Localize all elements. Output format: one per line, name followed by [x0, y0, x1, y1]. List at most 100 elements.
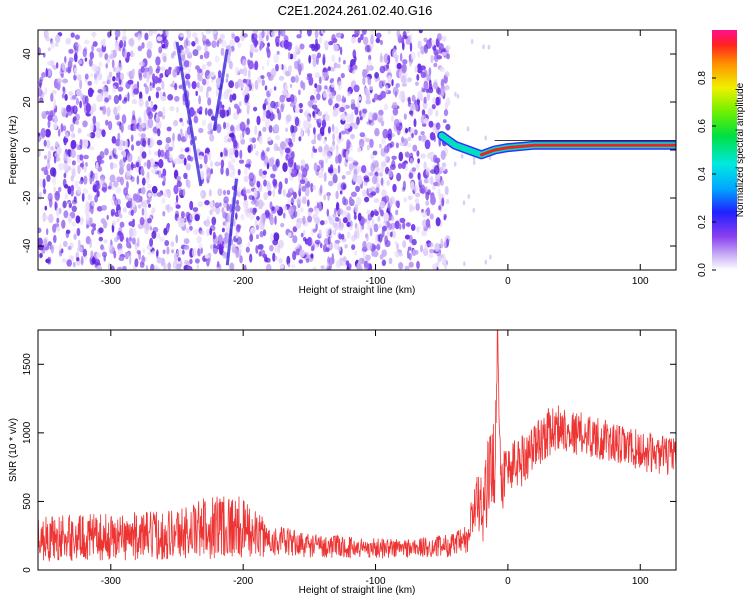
- noise-blob: [141, 151, 147, 159]
- noise-blob: [99, 93, 103, 102]
- spectrogram-x-tick-label: -300: [101, 276, 121, 287]
- noise-blob: [38, 47, 41, 56]
- snr-x-tick-label: -200: [233, 576, 253, 587]
- noise-blob: [434, 242, 440, 252]
- noise-blob: [307, 215, 313, 223]
- noise-blob: [122, 30, 126, 38]
- noise-blob: [338, 233, 343, 240]
- page-title: C2E1.2024.261.02.40.G16: [277, 3, 433, 18]
- noise-blob: [129, 227, 134, 238]
- noise-blob: [55, 42, 59, 47]
- noise-blob: [425, 200, 430, 207]
- noise-blob: [253, 37, 258, 48]
- noise-blob: [173, 158, 179, 165]
- noise-blob: [41, 110, 47, 118]
- noise-blob: [202, 40, 206, 46]
- noise-blob: [267, 136, 272, 142]
- noise-blob: [208, 151, 212, 161]
- noise-blob: [130, 161, 134, 171]
- noise-blob: [277, 100, 281, 108]
- noise-blob: [374, 128, 380, 137]
- noise-blob: [291, 125, 298, 133]
- noise-blob: [112, 163, 118, 169]
- noise-blob: [278, 181, 283, 191]
- noise-blob: [425, 191, 430, 201]
- noise-blob: [146, 159, 151, 170]
- noise-blob: [392, 230, 396, 239]
- noise-blob: [261, 79, 265, 86]
- noise-blob: [170, 206, 173, 212]
- noise-blob: [405, 127, 408, 134]
- noise-blob: [130, 50, 134, 56]
- noise-blob: [267, 42, 270, 48]
- noise-blob: [172, 80, 175, 86]
- noise-blob: [347, 157, 354, 162]
- noise-blob: [398, 223, 402, 230]
- noise-blob: [91, 200, 95, 206]
- noise-blob: [417, 172, 421, 181]
- noise-blob: [165, 188, 170, 194]
- noise-blob: [430, 55, 434, 64]
- noise-blob: [395, 209, 399, 216]
- noise-blob: [335, 32, 342, 38]
- noise-blob: [92, 103, 97, 113]
- noise-blob: [77, 246, 83, 252]
- noise-blob: [300, 207, 304, 213]
- noise-blob: [284, 138, 290, 143]
- noise-blob: [208, 252, 212, 259]
- noise-blob: [317, 110, 323, 117]
- noise-blob: [119, 72, 125, 81]
- noise-blob: [428, 242, 434, 248]
- noise-blob: [176, 175, 182, 181]
- noise-blob: [308, 207, 314, 213]
- noise-blob: [375, 37, 381, 44]
- noise-blob: [402, 59, 408, 65]
- noise-blob: [300, 164, 304, 172]
- noise-blob: [130, 134, 134, 142]
- noise-blob: [83, 154, 89, 160]
- noise-blob: [423, 118, 429, 124]
- noise-blob: [227, 88, 232, 94]
- noise-blob: [156, 36, 163, 42]
- colorbar-tick-label: 0.6: [697, 119, 708, 133]
- noise-blob: [95, 129, 102, 139]
- spectrogram-y-tick-label: 0: [22, 147, 33, 153]
- noise-blob: [151, 185, 158, 194]
- noise-blob: [234, 36, 240, 43]
- noise-blob: [150, 102, 154, 109]
- noise-blob: [405, 153, 411, 158]
- noise-blob: [385, 85, 389, 94]
- noise-blob: [167, 94, 174, 101]
- noise-blob: [143, 71, 148, 79]
- noise-blob: [137, 204, 142, 209]
- noise-blob: [234, 103, 239, 109]
- noise-blob: [87, 87, 94, 98]
- noise-blob: [94, 65, 99, 75]
- noise-blob: [398, 252, 403, 257]
- noise-blob: [146, 171, 150, 179]
- noise-blob: [327, 243, 333, 249]
- noise-blob: [157, 233, 161, 239]
- noise-blob: [185, 177, 189, 187]
- noise-blob: [105, 63, 108, 69]
- noise-blob: [175, 234, 178, 244]
- noise-blob: [243, 200, 249, 209]
- noise-blob: [350, 102, 356, 110]
- noise-blob: [409, 181, 415, 191]
- noise-blob: [249, 137, 253, 143]
- noise-blob: [199, 163, 203, 169]
- noise-blob: [75, 113, 80, 121]
- noise-blob: [429, 248, 435, 254]
- noise-blob: [251, 82, 254, 92]
- noise-blob: [279, 64, 283, 70]
- noise-blob: [48, 198, 53, 208]
- noise-blob: [308, 54, 312, 64]
- noise-blob: [399, 142, 405, 146]
- noise-blob: [132, 114, 136, 121]
- noise-blob: [248, 172, 255, 182]
- noise-blob: [162, 106, 166, 116]
- noise-blob: [320, 161, 324, 169]
- spectrogram-noise: [38, 30, 492, 270]
- noise-blob: [284, 84, 288, 90]
- noise-blob: [99, 179, 103, 186]
